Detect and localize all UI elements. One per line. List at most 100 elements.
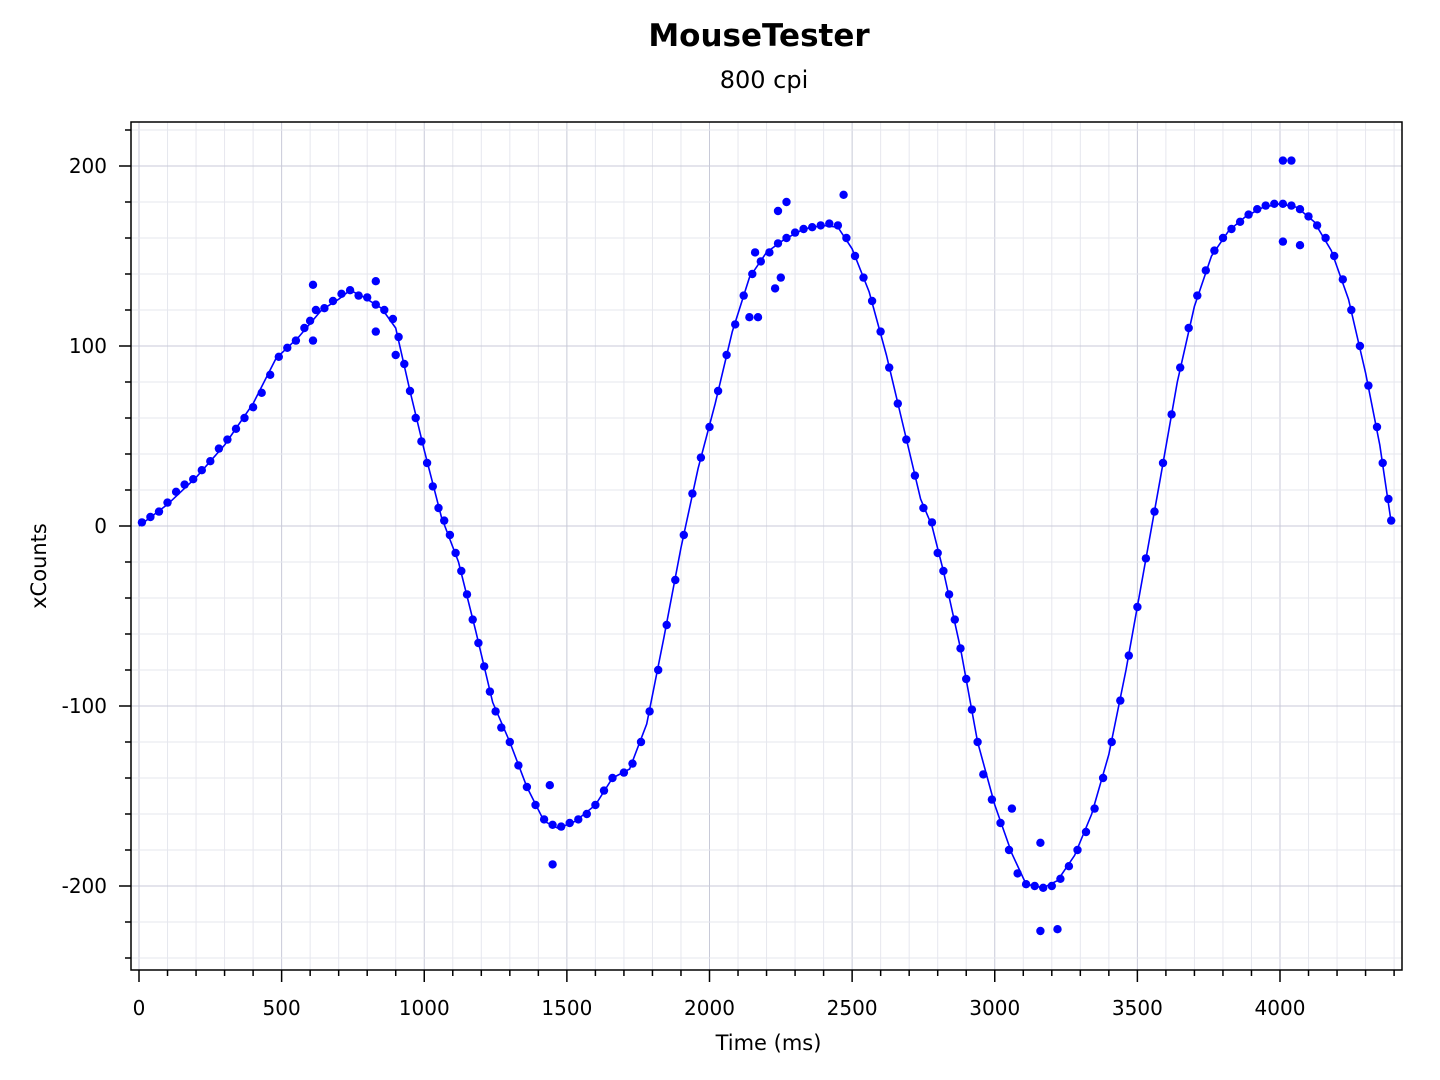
x-tick-label: 3000 [969,996,1020,1020]
data-point [933,548,942,558]
data-point [380,305,389,315]
data-point [705,422,714,432]
data-point [756,257,765,266]
data-point [308,280,318,289]
data-point [445,530,455,540]
data-point [790,228,800,237]
data-point [1312,221,1322,230]
data-point [825,219,834,228]
data-point [745,313,754,322]
data-point [1004,845,1014,855]
data-point [1013,869,1022,878]
data-point [154,507,164,516]
data-point [776,273,785,282]
data-point [679,530,688,540]
data-point [1073,845,1082,855]
data-point [337,289,346,298]
x-tick-label: 500 [263,996,301,1020]
data-points [137,156,1396,936]
data-point [485,687,495,696]
data-point [505,737,514,747]
data-point [996,818,1005,828]
data-point [371,277,380,286]
data-point [1021,880,1031,889]
data-point [1053,925,1062,934]
data-point [320,304,329,313]
data-point [748,269,757,279]
x-axis: 0 500 1000 1500 2000 2500 3000 3500 4000 [133,970,1395,1020]
data-point [305,316,315,325]
data-point [1184,323,1193,333]
x-axis-label: Time (ms) [715,1031,822,1055]
data-point [1338,275,1348,284]
x-tick-label: 3500 [1112,996,1163,1020]
chart-subtitle: 800 cpi [719,66,809,94]
data-point [231,424,241,433]
data-point [1278,199,1288,208]
data-point [1124,651,1134,660]
chart-title: MouseTester [648,18,870,54]
x-tick-label: 4000 [1255,996,1306,1020]
data-point [645,707,654,716]
data-point [371,327,380,336]
data-point [1218,233,1228,243]
data-point [363,293,372,302]
data-point [956,644,965,653]
data-point [885,363,894,372]
data-point [371,300,380,309]
data-point [545,781,554,790]
data-point [973,737,982,747]
x-tick-label: 1500 [541,996,592,1020]
data-point [539,815,549,824]
data-point [1107,737,1116,747]
data-point [1210,246,1219,255]
y-tick-label: -200 [62,874,107,898]
data-point [893,399,902,408]
data-point [839,190,848,199]
data-point [1355,341,1365,351]
data-point [636,737,646,747]
data-point [491,707,500,716]
data-point [782,233,791,243]
data-point [628,759,637,768]
data-point [1081,827,1091,837]
data-point [808,223,817,232]
data-point [1364,381,1373,390]
data-point [189,475,198,484]
data-point [1347,305,1356,315]
data-point [1372,422,1382,432]
data-point [1007,804,1017,813]
y-tick-label: 100 [69,334,107,358]
data-point [753,313,763,322]
data-point [388,314,398,324]
data-point [283,343,292,352]
data-point [1167,410,1176,419]
data-point [497,723,506,732]
data-point [773,239,783,248]
data-point [394,332,403,342]
data-point [574,815,583,824]
data-point [1304,212,1313,221]
data-point [739,291,748,300]
data-point [1378,458,1387,468]
data-point [1295,241,1305,250]
data-point [405,386,415,396]
data-point [468,615,477,624]
x-tick-label: 2000 [684,996,735,1020]
data-point [163,498,172,507]
data-point [939,566,948,576]
data-point [514,761,523,770]
data-point [300,323,309,333]
data-point [1193,291,1202,300]
data-point [400,359,409,369]
data-point [1330,251,1339,261]
data-point [522,782,532,792]
data-point [1295,205,1305,214]
x-tick-label: 0 [133,996,146,1020]
data-point [599,786,609,795]
data-point [417,437,426,446]
data-point [345,286,355,295]
data-point [531,800,540,810]
x-tick-label: 2500 [827,996,878,1020]
data-point [688,489,697,498]
